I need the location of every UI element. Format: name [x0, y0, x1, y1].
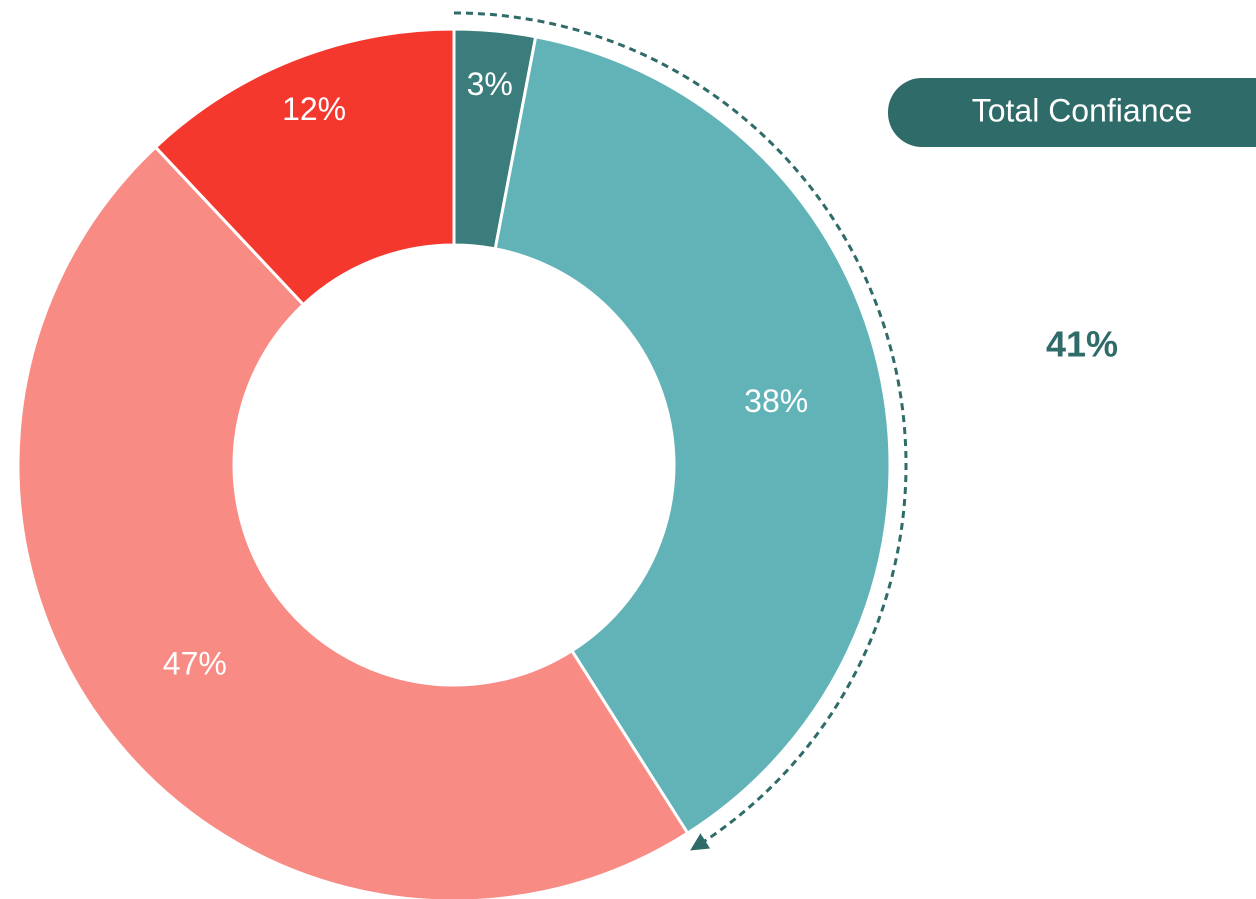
- annotation-pill: [888, 78, 1256, 147]
- data-label: 3%: [467, 66, 513, 102]
- data-label: 12%: [282, 91, 346, 127]
- donut-slice: [493, 34, 892, 836]
- data-label: 47%: [163, 645, 227, 681]
- donut: [16, 27, 892, 899]
- donut-slice: [153, 27, 456, 307]
- data-label: 38%: [744, 383, 808, 419]
- donut-slice: [16, 145, 690, 899]
- annotation-arc: [453, 11, 908, 851]
- annotation-value: 41%: [1046, 324, 1118, 365]
- data-labels: 3% 38% 47% 12%: [163, 66, 808, 681]
- annotation-title: Total Confiance: [972, 92, 1193, 128]
